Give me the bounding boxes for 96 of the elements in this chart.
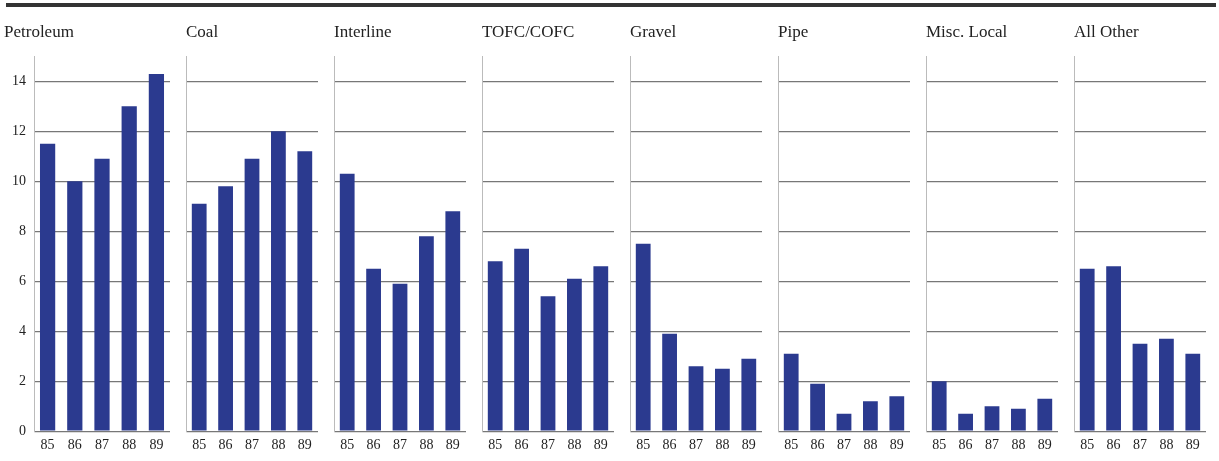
x-tick-label: 86	[958, 437, 973, 453]
x-tick-label: 87	[689, 437, 703, 453]
chart-title: Coal	[186, 21, 219, 41]
bar	[540, 296, 556, 431]
x-tick-label: 88	[419, 437, 434, 453]
x-tick-label: 89	[593, 437, 608, 453]
bar	[741, 358, 757, 431]
bar	[635, 243, 651, 431]
bar	[297, 151, 313, 431]
bar	[244, 158, 260, 431]
bar	[148, 73, 165, 431]
chart-title: TOFC/COFC	[482, 21, 575, 41]
x-tick-label: 85	[932, 437, 947, 453]
y-tick-label: 6	[19, 272, 26, 288]
chart-title: Interline	[334, 21, 392, 41]
x-tick-label: 86	[67, 437, 82, 453]
bar	[419, 236, 434, 431]
bar	[514, 248, 529, 431]
chart-title: All Other	[1074, 21, 1140, 41]
y-tick-label: 4	[19, 322, 26, 338]
bar	[836, 413, 852, 431]
bar	[1106, 266, 1121, 431]
bar	[339, 173, 355, 431]
bar	[445, 211, 461, 431]
x-tick-label: 89	[445, 437, 460, 453]
chart-title: Pipe	[778, 21, 809, 41]
chart-title: Petroleum	[4, 21, 74, 41]
x-tick-label: 88	[271, 437, 286, 453]
x-tick-label: 86	[810, 437, 825, 453]
bar	[931, 381, 947, 431]
bar	[662, 333, 677, 431]
x-tick-label: 89	[741, 437, 756, 453]
bar	[783, 353, 799, 431]
x-tick-label: 85	[1080, 437, 1095, 453]
x-tick-label: 88	[122, 437, 137, 453]
bar	[810, 383, 825, 431]
x-tick-label: 88	[863, 437, 878, 453]
x-tick-label: 88	[567, 437, 582, 453]
x-tick-label: 89	[297, 437, 312, 453]
bar	[121, 106, 137, 431]
chart-title: Gravel	[630, 21, 677, 41]
x-tick-label: 85	[488, 437, 503, 453]
bar	[688, 366, 704, 431]
bar	[1079, 268, 1095, 431]
y-tick-label: 0	[19, 422, 26, 438]
bar	[271, 131, 286, 431]
bar	[1159, 338, 1174, 431]
bar	[218, 186, 233, 431]
x-tick-label: 86	[514, 437, 529, 453]
x-tick-label: 86	[662, 437, 677, 453]
y-tick-label: 14	[12, 73, 26, 89]
x-tick-label: 87	[393, 437, 407, 453]
y-tick-label: 12	[12, 123, 26, 139]
bar	[94, 158, 110, 431]
x-tick-label: 89	[889, 437, 904, 453]
x-tick-label: 86	[218, 437, 233, 453]
x-tick-label: 85	[40, 437, 55, 453]
x-tick-label: 87	[837, 437, 851, 453]
bar	[67, 181, 83, 431]
x-tick-label: 87	[95, 437, 109, 453]
x-tick-label: 85	[340, 437, 355, 453]
bar	[487, 261, 503, 431]
bar	[191, 203, 207, 431]
x-tick-label: 86	[366, 437, 381, 453]
x-tick-label: 87	[985, 437, 999, 453]
bar	[1011, 408, 1026, 431]
x-tick-label: 85	[192, 437, 207, 453]
bar	[1185, 353, 1201, 431]
bar	[863, 401, 878, 431]
x-tick-label: 87	[541, 437, 555, 453]
bar	[984, 406, 1000, 431]
x-tick-label: 88	[1159, 437, 1174, 453]
x-tick-label: 86	[1106, 437, 1121, 453]
chart-title: Misc. Local	[926, 21, 1008, 41]
bar	[366, 268, 381, 431]
x-tick-label: 85	[636, 437, 651, 453]
bar	[889, 396, 905, 431]
bar	[567, 278, 582, 431]
bar	[392, 283, 408, 431]
x-tick-label: 89	[1037, 437, 1052, 453]
x-tick-label: 85	[784, 437, 799, 453]
x-tick-label: 87	[245, 437, 259, 453]
y-tick-label: 2	[19, 372, 26, 388]
bar	[715, 368, 730, 431]
y-tick-label: 10	[12, 173, 26, 189]
bar	[1037, 398, 1053, 431]
x-tick-label: 87	[1133, 437, 1147, 453]
bar	[958, 413, 973, 431]
x-tick-label: 88	[1011, 437, 1026, 453]
x-tick-label: 88	[715, 437, 730, 453]
bar	[39, 143, 56, 431]
y-tick-label: 8	[19, 222, 26, 238]
bar	[593, 266, 609, 431]
bar	[1132, 343, 1148, 431]
x-tick-label: 89	[1185, 437, 1200, 453]
x-tick-label: 89	[149, 437, 164, 453]
